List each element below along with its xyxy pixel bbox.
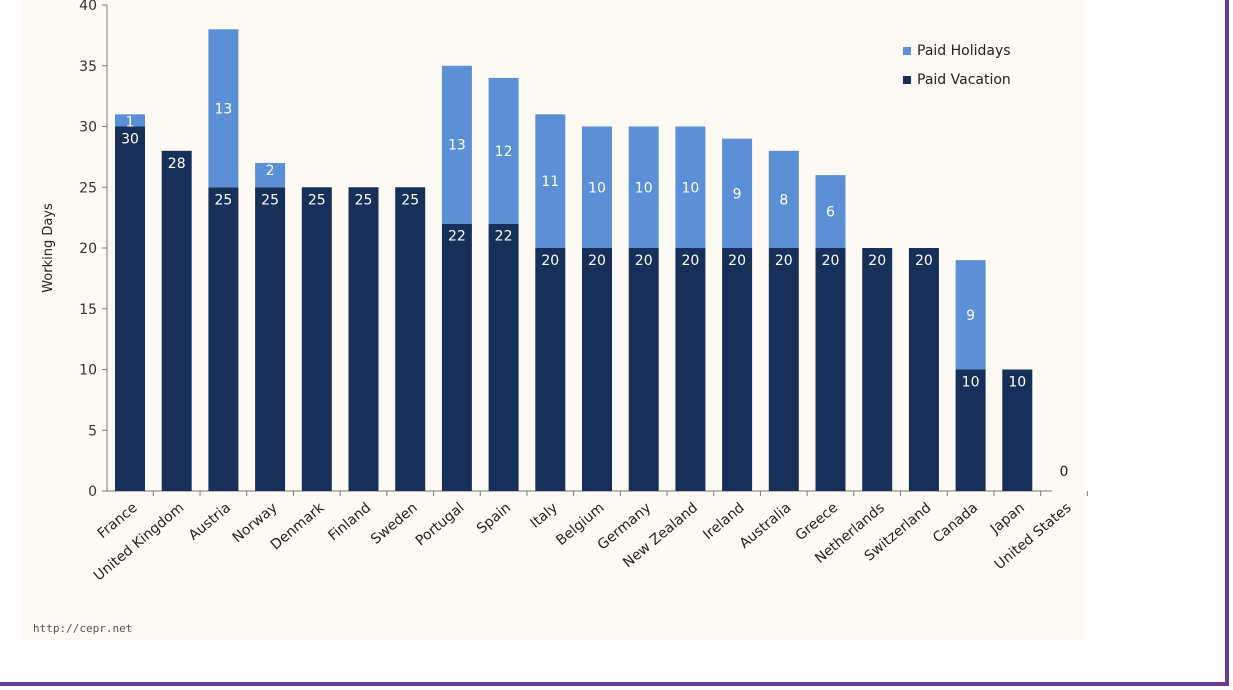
source-label: http://cepr.net xyxy=(33,622,133,635)
data-label-holidays: 10 xyxy=(635,180,653,196)
bar-paid-vacation xyxy=(301,187,332,491)
bar-paid-holidays xyxy=(115,114,145,127)
legend-label-holidays: Paid Holidays xyxy=(917,42,1011,59)
data-label-vacation: 25 xyxy=(214,192,232,208)
bar-paid-holidays xyxy=(722,138,753,248)
bar-paid-vacation xyxy=(722,248,753,491)
data-label-vacation: 20 xyxy=(588,253,606,269)
data-label-holidays: 9 xyxy=(733,186,742,202)
y-tick-label: 20 xyxy=(79,241,97,257)
data-label-holidays: 9 xyxy=(966,308,975,324)
y-tick-label: 25 xyxy=(79,180,97,196)
data-label-vacation: 20 xyxy=(775,253,793,269)
x-tick-label: Japan xyxy=(987,500,1028,538)
data-label-vacation: 20 xyxy=(635,253,653,269)
bar-paid-vacation xyxy=(255,187,286,491)
x-tick-label: Sweden xyxy=(368,500,421,548)
bar-paid-vacation xyxy=(488,223,519,491)
x-tick-label: Spain xyxy=(474,500,514,537)
bar-paid-holidays xyxy=(955,260,986,370)
data-label-vacation: 22 xyxy=(448,229,466,245)
x-tick-label: Australia xyxy=(737,500,795,552)
x-tick-label: Italy xyxy=(527,500,561,532)
bar-paid-vacation xyxy=(395,187,426,491)
legend-label-vacation: Paid Vacation xyxy=(917,71,1011,88)
data-label-vacation: 25 xyxy=(261,192,279,208)
y-axis-label: Working Days xyxy=(41,203,56,293)
data-label-vacation: 25 xyxy=(355,192,373,208)
x-tick-label: Portugal xyxy=(413,500,468,550)
bar-paid-holidays xyxy=(488,77,519,224)
bar-paid-vacation xyxy=(535,248,566,491)
bar-paid-holidays xyxy=(441,65,472,224)
data-label-vacation: 20 xyxy=(541,253,559,269)
y-tick-label: 5 xyxy=(88,423,97,439)
bar-paid-vacation xyxy=(908,248,939,491)
data-label-vacation: 20 xyxy=(822,253,840,269)
y-tick-label: 10 xyxy=(79,363,97,379)
data-label-vacation: 0 xyxy=(1060,464,1069,480)
data-label-holidays: 11 xyxy=(541,174,559,190)
data-label-vacation: 10 xyxy=(962,375,980,391)
data-label-vacation: 25 xyxy=(401,192,419,208)
data-label-holidays: 13 xyxy=(214,101,232,117)
y-tick-label: 30 xyxy=(79,120,97,136)
bar-paid-vacation xyxy=(1002,369,1033,491)
bar-paid-holidays xyxy=(628,126,659,248)
bar-paid-holidays xyxy=(815,175,846,248)
bar-paid-vacation xyxy=(862,248,893,491)
data-label-vacation: 20 xyxy=(915,253,933,269)
legend-swatch-holidays xyxy=(903,46,911,55)
bar-paid-vacation xyxy=(768,248,799,491)
data-label-vacation: 10 xyxy=(1008,375,1026,391)
x-tick-label: Austria xyxy=(186,500,234,544)
bar-paid-holidays xyxy=(535,114,566,248)
data-label-holidays: 10 xyxy=(681,180,699,196)
data-label-holidays: 1 xyxy=(126,114,135,130)
bar-paid-vacation xyxy=(955,369,986,491)
data-label-vacation: 20 xyxy=(868,253,886,269)
bar-paid-holidays xyxy=(255,162,286,188)
data-label-holidays: 2 xyxy=(266,163,275,179)
data-label-vacation: 25 xyxy=(308,192,326,208)
data-label-vacation: 30 xyxy=(121,132,139,148)
x-tick-label: Denmark xyxy=(268,499,328,553)
bar-paid-vacation xyxy=(348,187,379,491)
x-tick-label: Canada xyxy=(930,500,981,547)
bar-paid-vacation xyxy=(161,150,192,492)
data-label-holidays: 13 xyxy=(448,138,466,154)
data-label-vacation: 22 xyxy=(495,229,513,245)
legend-item-holidays: Paid Holidays xyxy=(903,36,1011,65)
data-label-vacation: 28 xyxy=(168,156,186,172)
bar-paid-vacation xyxy=(115,126,145,491)
bar-paid-holidays xyxy=(208,29,239,188)
bar-paid-vacation xyxy=(675,248,706,491)
data-label-holidays: 12 xyxy=(495,144,513,160)
legend-swatch-vacation xyxy=(903,75,911,84)
bar-paid-vacation xyxy=(815,248,846,491)
y-tick-label: 0 xyxy=(88,484,97,500)
bar-paid-holidays xyxy=(768,150,799,248)
legend: Paid Holidays Paid Vacation xyxy=(903,36,1011,94)
bar-paid-holidays xyxy=(675,126,706,248)
x-tick-label: Finland xyxy=(325,500,374,544)
y-tick-label: 35 xyxy=(79,59,97,75)
bar-paid-vacation xyxy=(441,223,472,491)
legend-item-vacation: Paid Vacation xyxy=(903,65,1011,94)
bar-paid-holidays xyxy=(582,126,612,248)
data-label-holidays: 10 xyxy=(588,180,606,196)
data-label-vacation: 20 xyxy=(681,253,699,269)
y-tick-label: 40 xyxy=(79,0,97,14)
data-label-vacation: 20 xyxy=(728,253,746,269)
bar-paid-vacation xyxy=(628,248,659,491)
data-label-holidays: 6 xyxy=(826,205,835,221)
bar-paid-vacation xyxy=(208,187,239,491)
data-label-holidays: 8 xyxy=(779,192,788,208)
y-tick-label: 15 xyxy=(79,302,97,318)
bar-paid-vacation xyxy=(582,248,612,491)
